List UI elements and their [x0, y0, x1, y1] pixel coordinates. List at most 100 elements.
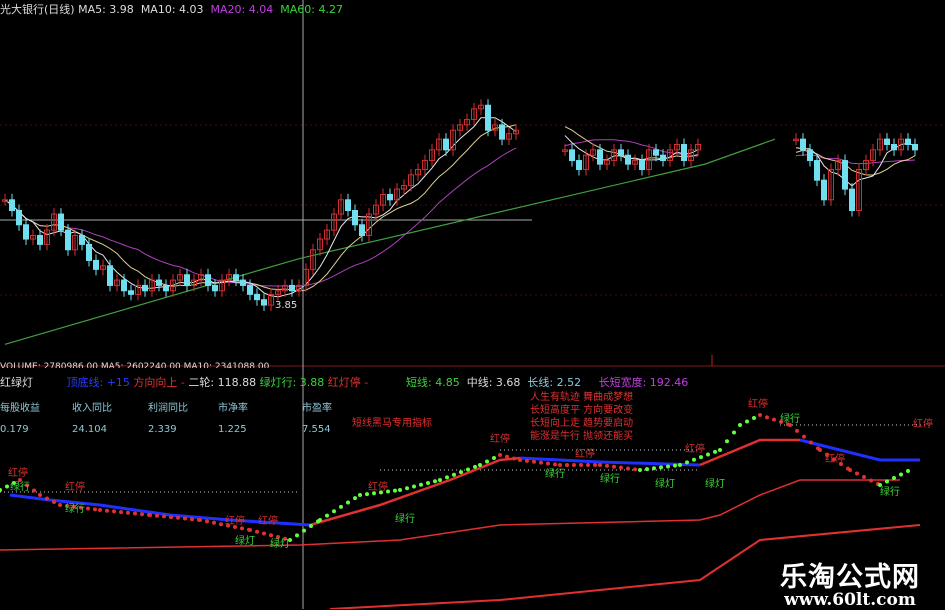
- signal-green: 绿灯: [235, 536, 255, 547]
- green-dot: [738, 423, 742, 427]
- candle: [156, 279, 162, 286]
- red-dot: [58, 503, 62, 507]
- candle: [849, 188, 855, 212]
- red-dot: [269, 533, 273, 538]
- candle: [30, 234, 36, 240]
- candle: [800, 138, 806, 151]
- red-dot: [72, 504, 76, 509]
- signal-red-stop: 红停: [490, 434, 510, 445]
- red-dot: [553, 462, 557, 467]
- candle: [79, 234, 85, 245]
- candle: [653, 149, 659, 156]
- green-dot: [899, 472, 903, 477]
- mid-line-value: 中线: 3.68: [466, 376, 521, 389]
- candle: [205, 274, 211, 286]
- candle: [65, 229, 71, 251]
- red-dot: [772, 417, 776, 422]
- candle: [303, 268, 309, 286]
- width-value: 长短宽度: 192.46: [598, 376, 689, 389]
- red-dot: [832, 457, 836, 462]
- table-header: 利润同比: [148, 403, 188, 414]
- candle: [891, 143, 897, 151]
- green-dot: [379, 490, 383, 495]
- logo-name: 乐淘公式网: [780, 562, 920, 593]
- indicator-blue-label: 顶底线: +15: [66, 376, 130, 389]
- candle: [345, 199, 351, 212]
- candle: [562, 149, 568, 152]
- red-dot: [65, 503, 69, 508]
- table-header: 每股收益: [0, 403, 40, 414]
- green-dot: [372, 491, 376, 496]
- red-dot: [546, 461, 550, 466]
- red-dot: [93, 507, 97, 512]
- red-stop-label: 红灯停 -: [327, 376, 369, 389]
- signal-red-stop: 红停: [748, 399, 768, 410]
- candle: [233, 274, 239, 281]
- green-dot: [386, 489, 390, 494]
- red-dot: [169, 515, 173, 520]
- candle: [422, 160, 428, 170]
- green-dot: [459, 470, 463, 475]
- candle: [394, 188, 400, 201]
- candle: [37, 234, 43, 245]
- candle: [674, 143, 680, 151]
- table-header: 市盈率: [302, 403, 332, 414]
- candle: [268, 293, 274, 306]
- candle: [72, 234, 78, 251]
- green-dot: [906, 469, 910, 473]
- table-header: 收入同比: [72, 403, 112, 414]
- candle: [513, 129, 519, 135]
- green-dot: [725, 439, 729, 444]
- red-dot: [558, 463, 562, 467]
- red-dot: [148, 513, 152, 517]
- poem: 人生有轨迹 舞曲成梦想 长短高度平 方向要改变 长短向上走 趋势要启动 能涨是牛…: [530, 391, 633, 443]
- red-dot: [112, 509, 116, 514]
- red-dot: [765, 415, 769, 420]
- green-dot: [892, 476, 896, 480]
- red-dot: [862, 475, 866, 479]
- candle: [870, 149, 876, 162]
- candle: [506, 133, 512, 140]
- mid-line-red: [309, 456, 521, 527]
- red-dot: [818, 448, 822, 452]
- candle: [387, 193, 393, 201]
- candle: [464, 119, 470, 126]
- candle: [51, 213, 57, 231]
- candle: [415, 168, 421, 176]
- green-dot: [492, 456, 496, 460]
- red-dot: [598, 463, 602, 467]
- red-dot: [626, 466, 630, 471]
- red-dot: [25, 483, 29, 488]
- candle: [681, 143, 687, 162]
- candle: [219, 279, 225, 292]
- candle: [184, 274, 190, 286]
- candle: [44, 229, 50, 245]
- candle: [170, 279, 176, 292]
- candle: [898, 138, 904, 151]
- green-dot: [473, 464, 477, 469]
- signal-red-stop: 红停: [225, 516, 245, 527]
- indicator-header: 红绿灯 顶底线: +15 方向向上 - 二轮: 118.88 绿灯行: 3.88…: [0, 374, 368, 390]
- green-dot: [332, 509, 336, 514]
- candle: [443, 138, 449, 151]
- candle: [254, 293, 260, 301]
- green-dot: [645, 467, 649, 472]
- candle: [597, 149, 603, 165]
- table-value: 24.104: [72, 424, 107, 435]
- signal-green: 绿灯: [270, 539, 290, 550]
- direction-label: 方向向上 -: [133, 376, 185, 389]
- red-dot: [539, 460, 543, 465]
- red-dot: [565, 463, 569, 467]
- red-dot: [105, 508, 109, 513]
- table-header: 市净率: [218, 403, 248, 414]
- green-dot: [652, 466, 656, 471]
- candle: [2, 199, 8, 202]
- signal-green: 绿行: [780, 414, 800, 425]
- green-dot: [718, 448, 722, 452]
- candle: [632, 160, 638, 165]
- green-dot: [426, 481, 430, 485]
- candle: [884, 138, 890, 145]
- red-dot: [240, 526, 244, 531]
- candle: [317, 238, 323, 251]
- signal-red-stop: 红停: [258, 516, 278, 527]
